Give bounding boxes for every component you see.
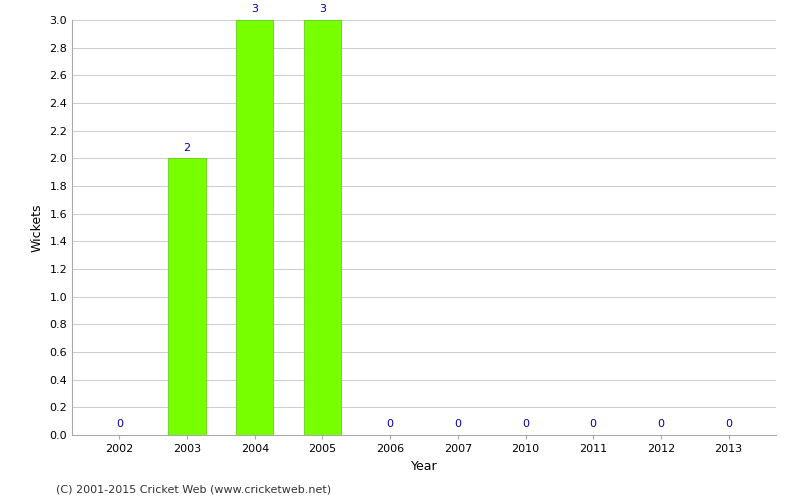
Bar (304, 20, 341, 435)
Text: 0: 0 (658, 420, 665, 430)
X-axis label: Year: Year (410, 460, 438, 472)
Text: 0: 0 (725, 420, 732, 430)
Text: 0: 0 (116, 420, 123, 430)
Text: 0: 0 (454, 420, 462, 430)
Text: 3: 3 (319, 4, 326, 15)
Bar (236, 20, 274, 435)
Bar (169, 158, 206, 435)
Text: 0: 0 (386, 420, 394, 430)
Text: 0: 0 (522, 420, 529, 430)
Text: 2: 2 (183, 143, 190, 153)
Text: (C) 2001-2015 Cricket Web (www.cricketweb.net): (C) 2001-2015 Cricket Web (www.cricketwe… (56, 485, 331, 495)
Text: 0: 0 (590, 420, 597, 430)
Y-axis label: Wickets: Wickets (30, 203, 44, 252)
Text: 3: 3 (251, 4, 258, 15)
